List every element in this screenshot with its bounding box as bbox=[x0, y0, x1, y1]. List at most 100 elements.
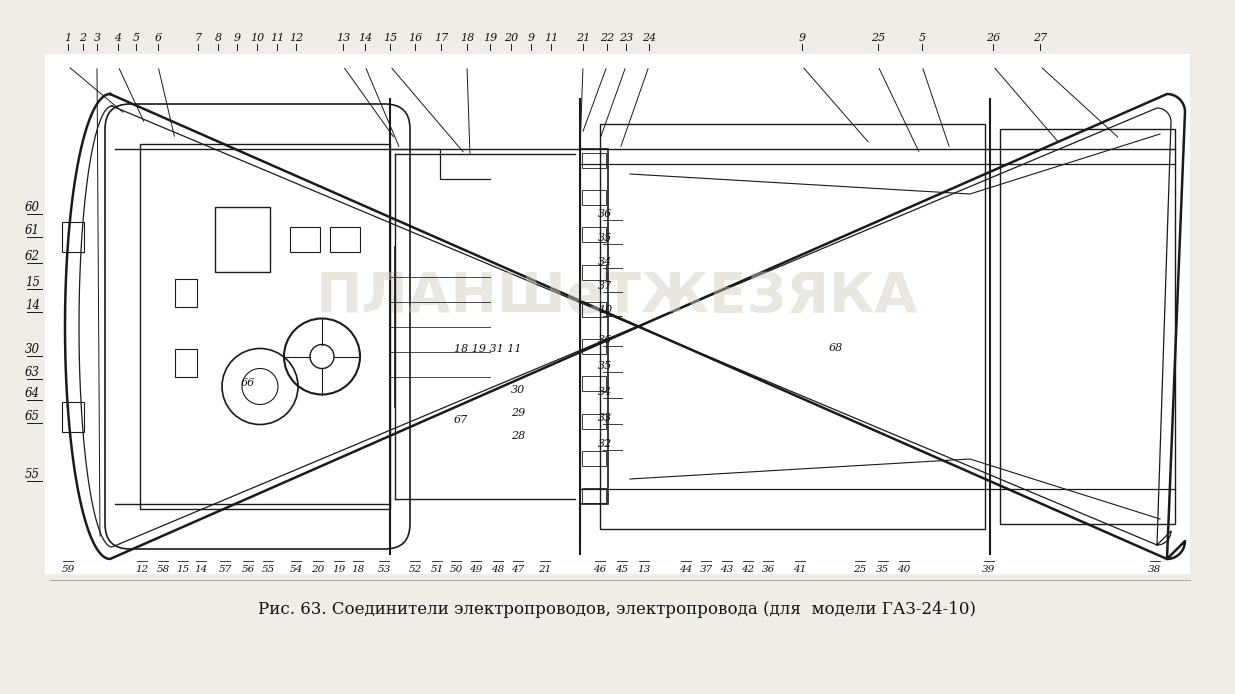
Text: 36: 36 bbox=[598, 335, 613, 345]
Text: 25: 25 bbox=[871, 33, 885, 43]
Text: 16: 16 bbox=[408, 33, 422, 43]
Text: 13: 13 bbox=[336, 33, 351, 43]
Bar bbox=[582, 228, 606, 242]
Text: 34: 34 bbox=[598, 257, 613, 267]
Text: 19: 19 bbox=[332, 565, 346, 574]
Bar bbox=[580, 149, 608, 504]
Text: 67: 67 bbox=[454, 415, 468, 425]
Text: 11: 11 bbox=[270, 33, 284, 43]
Text: 8: 8 bbox=[215, 33, 221, 43]
Text: 39: 39 bbox=[982, 565, 995, 574]
Text: 15: 15 bbox=[177, 565, 190, 574]
Bar bbox=[44, 54, 1191, 574]
Text: 59: 59 bbox=[62, 565, 74, 574]
Text: 32: 32 bbox=[598, 439, 613, 449]
Text: 21: 21 bbox=[538, 565, 552, 574]
Text: Рис. 63. Соединители электропроводов, электропровода (для  модели ГАЗ-24-10): Рис. 63. Соединители электропроводов, эл… bbox=[258, 602, 976, 618]
Text: 66: 66 bbox=[241, 378, 256, 388]
Text: 20: 20 bbox=[504, 33, 519, 43]
Text: 5: 5 bbox=[132, 33, 140, 43]
Text: 41: 41 bbox=[793, 565, 806, 574]
Text: 55: 55 bbox=[25, 468, 40, 480]
Text: 35: 35 bbox=[598, 233, 613, 243]
Text: 63: 63 bbox=[25, 366, 40, 378]
Text: 53: 53 bbox=[378, 565, 390, 574]
Text: 9: 9 bbox=[233, 33, 241, 43]
Text: 37: 37 bbox=[699, 565, 713, 574]
Text: 21: 21 bbox=[576, 33, 590, 43]
Text: 64: 64 bbox=[25, 387, 40, 400]
Bar bbox=[290, 226, 320, 251]
Bar bbox=[140, 144, 390, 509]
Text: 4: 4 bbox=[115, 33, 121, 43]
Text: 19: 19 bbox=[483, 33, 498, 43]
Text: 28: 28 bbox=[511, 431, 525, 441]
Text: 35: 35 bbox=[598, 361, 613, 371]
Text: 50: 50 bbox=[450, 565, 463, 574]
Text: 12: 12 bbox=[289, 33, 303, 43]
Text: 33: 33 bbox=[598, 413, 613, 423]
Bar bbox=[582, 376, 606, 391]
Text: 55: 55 bbox=[262, 565, 274, 574]
Text: 9: 9 bbox=[527, 33, 535, 43]
Text: 58: 58 bbox=[157, 565, 169, 574]
Text: 34: 34 bbox=[598, 387, 613, 397]
Text: 60: 60 bbox=[25, 201, 40, 214]
Bar bbox=[582, 414, 606, 429]
Text: ПЛАНШеТЖЕЗЯКА: ПЛАНШеТЖЕЗЯКА bbox=[316, 269, 918, 323]
Text: 37: 37 bbox=[598, 281, 613, 291]
Text: 35: 35 bbox=[877, 565, 889, 574]
Text: 40: 40 bbox=[898, 565, 910, 574]
Text: 38: 38 bbox=[1149, 565, 1162, 574]
Text: 52: 52 bbox=[409, 565, 421, 574]
Bar bbox=[175, 348, 198, 377]
Bar bbox=[582, 451, 606, 466]
Text: 6: 6 bbox=[154, 33, 162, 43]
Bar bbox=[330, 226, 359, 251]
Bar bbox=[62, 221, 84, 251]
Text: 18: 18 bbox=[352, 565, 364, 574]
Text: 51: 51 bbox=[430, 565, 443, 574]
Text: 62: 62 bbox=[25, 250, 40, 262]
Text: 68: 68 bbox=[829, 343, 844, 353]
Bar bbox=[582, 302, 606, 317]
Bar bbox=[175, 278, 198, 307]
Text: 14: 14 bbox=[194, 565, 207, 574]
Bar bbox=[1000, 129, 1174, 524]
Text: 26: 26 bbox=[986, 33, 1000, 43]
Text: 11: 11 bbox=[543, 33, 558, 43]
Text: 45: 45 bbox=[615, 565, 629, 574]
Text: 15: 15 bbox=[383, 33, 398, 43]
Text: 47: 47 bbox=[511, 565, 525, 574]
Text: 42: 42 bbox=[741, 565, 755, 574]
Text: 30: 30 bbox=[25, 343, 40, 355]
Text: 36: 36 bbox=[598, 209, 613, 219]
Text: 25: 25 bbox=[853, 565, 867, 574]
Text: 54: 54 bbox=[289, 565, 303, 574]
Bar bbox=[582, 264, 606, 280]
Text: 14: 14 bbox=[25, 298, 40, 312]
Text: 57: 57 bbox=[219, 565, 232, 574]
Bar bbox=[582, 153, 606, 168]
Bar bbox=[215, 207, 270, 271]
Text: 61: 61 bbox=[25, 223, 40, 237]
Text: 48: 48 bbox=[492, 565, 505, 574]
Text: 24: 24 bbox=[642, 33, 656, 43]
Text: 7: 7 bbox=[194, 33, 201, 43]
Text: 29: 29 bbox=[511, 408, 525, 418]
Text: 9: 9 bbox=[799, 33, 805, 43]
Text: 20: 20 bbox=[311, 565, 325, 574]
Text: 1: 1 bbox=[64, 33, 72, 43]
Text: 10: 10 bbox=[598, 305, 613, 315]
Text: 18 19 31 11: 18 19 31 11 bbox=[454, 344, 521, 354]
Text: 22: 22 bbox=[600, 33, 614, 43]
Text: 49: 49 bbox=[469, 565, 483, 574]
Text: 27: 27 bbox=[1032, 33, 1047, 43]
Text: 23: 23 bbox=[619, 33, 634, 43]
Text: 14: 14 bbox=[358, 33, 372, 43]
Text: 46: 46 bbox=[593, 565, 606, 574]
Bar bbox=[600, 124, 986, 529]
Bar bbox=[582, 339, 606, 354]
Text: 43: 43 bbox=[720, 565, 734, 574]
Text: 44: 44 bbox=[679, 565, 693, 574]
